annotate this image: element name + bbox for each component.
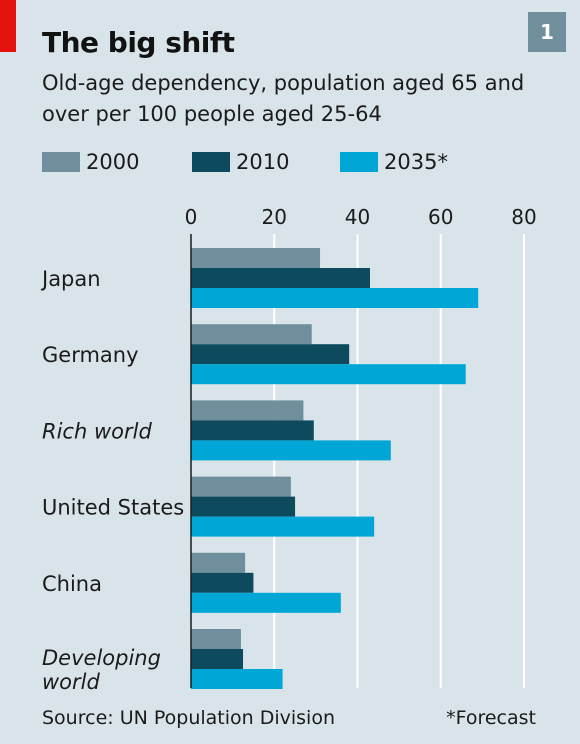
bar-2035-0: [191, 288, 479, 308]
bar-2035-2: [191, 440, 391, 461]
legend-label-2010: 2010: [236, 150, 290, 174]
bar-2000-4: [191, 552, 246, 573]
bar-2010-0: [191, 268, 370, 288]
chart-number-badge: 1: [528, 12, 566, 52]
bar-2035-1: [191, 364, 466, 385]
bar-2035-5: [191, 669, 283, 689]
legend-swatch-2035: [340, 152, 378, 172]
bar-2000-1: [191, 324, 312, 345]
bar-2010-3: [191, 496, 296, 517]
legend-label-2000: 2000: [86, 150, 140, 174]
x-tick-label: 80: [511, 205, 536, 229]
bar-2010-1: [191, 344, 350, 365]
category-label: world: [42, 670, 100, 694]
source-note: Source: UN Population Division: [42, 707, 335, 729]
bar-2010-4: [191, 572, 254, 593]
legend-item-2035: 2035*: [340, 150, 448, 174]
chart-title: The big shift: [42, 26, 235, 59]
bar-2000-0: [191, 248, 321, 268]
brand-red-tag: [0, 0, 16, 52]
category-label: Germany: [42, 343, 139, 367]
bar-2035-3: [191, 516, 375, 537]
x-tick-label: 60: [428, 205, 453, 229]
category-label: China: [42, 572, 102, 596]
legend-swatch-2010: [192, 152, 230, 172]
bar-2000-5: [191, 629, 241, 649]
bar-2035-4: [191, 592, 341, 613]
bar-2000-3: [191, 476, 291, 497]
bar-2010-5: [191, 649, 244, 669]
legend-item-2010: 2010: [192, 150, 289, 174]
x-tick-label: 0: [185, 205, 198, 229]
legend-label-2035: 2035*: [384, 150, 448, 174]
bar-2010-2: [191, 420, 314, 441]
x-tick-label: 20: [262, 205, 287, 229]
category-label: Developing: [42, 646, 161, 670]
forecast-footnote: *Forecast: [446, 707, 536, 729]
legend-item-2000: 2000: [42, 150, 139, 174]
bar-2000-2: [191, 400, 304, 421]
category-label: Rich world: [42, 419, 152, 443]
x-tick-label: 40: [345, 205, 370, 229]
category-label: United States: [42, 496, 184, 520]
category-label: Japan: [40, 267, 101, 291]
legend-swatch-2000: [42, 152, 80, 172]
chart-subtitle: Old-age dependency, population aged 65 a…: [42, 71, 525, 126]
